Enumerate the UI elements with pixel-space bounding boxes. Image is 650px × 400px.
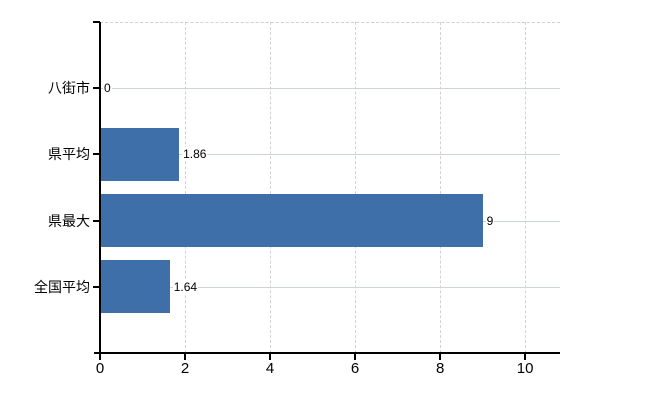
vertical-gridline <box>525 22 527 353</box>
vertical-gridline <box>185 22 187 353</box>
x-axis-tick <box>184 354 187 360</box>
x-tick-label: 4 <box>265 360 275 377</box>
y-axis-tick <box>93 87 100 90</box>
x-axis-line <box>94 352 560 354</box>
x-tick-label: 0 <box>95 360 105 377</box>
x-tick-label: 8 <box>435 360 445 377</box>
y-axis-tick <box>93 219 100 222</box>
x-axis-tick <box>354 354 357 360</box>
x-axis-tick <box>439 354 442 360</box>
bar <box>101 194 483 248</box>
horizontal-gridline <box>100 88 560 90</box>
x-axis-tick <box>99 354 101 360</box>
category-label: 県平均 <box>48 146 90 163</box>
plot-top-border <box>100 22 560 23</box>
horizontal-gridline <box>100 286 560 288</box>
value-label: 0 <box>103 81 112 96</box>
x-axis-tick <box>269 354 272 360</box>
category-label: 県最大 <box>48 212 90 229</box>
x-axis-tick <box>524 354 527 360</box>
y-axis-tick <box>93 153 100 156</box>
vertical-gridline <box>440 22 442 353</box>
vertical-gridline <box>270 22 272 353</box>
value-label: 9 <box>485 213 495 228</box>
horizontal-gridline <box>100 154 560 156</box>
value-label: 1.86 <box>182 147 208 162</box>
vertical-gridline <box>355 22 357 353</box>
x-tick-label: 2 <box>180 360 190 377</box>
y-axis-tick <box>93 285 100 288</box>
y-axis-top-tick <box>93 21 100 23</box>
category-label: 全国平均 <box>34 278 90 295</box>
category-label: 八街市 <box>48 80 90 97</box>
bar <box>101 260 170 314</box>
value-label: 1.64 <box>172 279 199 294</box>
x-tick-label: 10 <box>516 360 534 377</box>
y-axis-line <box>99 22 101 353</box>
x-tick-label: 6 <box>350 360 360 377</box>
bar <box>101 127 180 181</box>
